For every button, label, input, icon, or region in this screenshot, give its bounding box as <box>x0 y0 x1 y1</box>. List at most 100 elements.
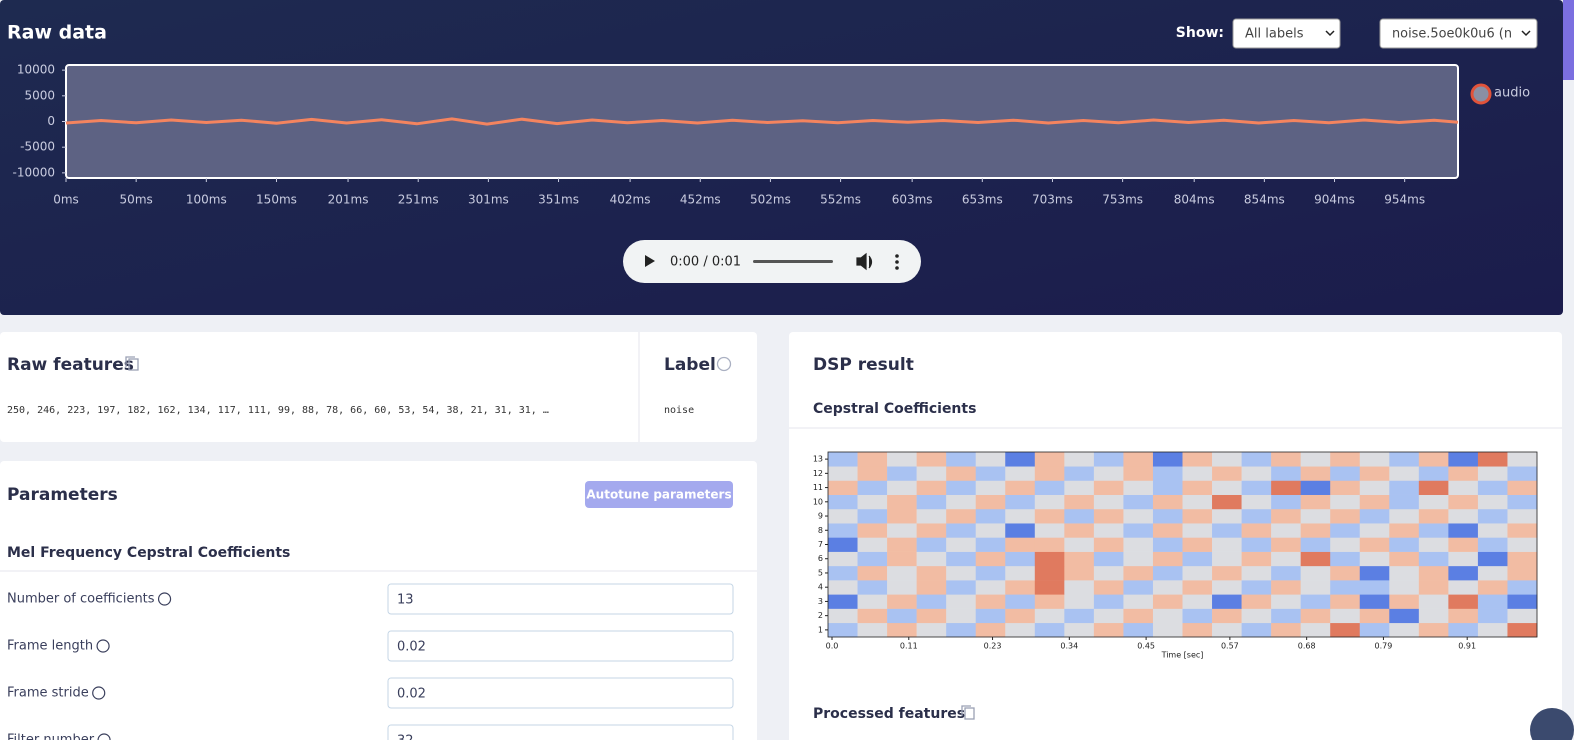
x-tick-label: 251ms <box>398 193 439 207</box>
heatmap-cell <box>1300 466 1331 481</box>
heatmap-cell <box>1330 551 1361 567</box>
heatmap-cell <box>1271 565 1301 581</box>
heatmap-cell <box>1152 523 1183 538</box>
y-tick-label: 8 <box>818 526 823 535</box>
heatmap-cell <box>1005 508 1036 524</box>
heatmap-cell <box>1507 523 1538 538</box>
heatmap-cell <box>1182 494 1213 510</box>
heatmap-cell <box>1093 508 1124 524</box>
heatmap-cell <box>1507 565 1538 581</box>
heatmap-cell <box>1123 594 1154 609</box>
heatmap-cell <box>1330 523 1361 538</box>
help-icon[interactable] <box>96 639 110 653</box>
label-select[interactable] <box>1232 18 1341 49</box>
heatmap-cell <box>1152 494 1183 510</box>
heatmap-cell <box>1330 508 1361 524</box>
heatmap-cell <box>946 608 977 624</box>
heatmap-cell <box>975 537 1006 552</box>
x-tick-label: 0.0 <box>826 642 839 651</box>
heatmap-cell <box>1389 551 1420 567</box>
x-tick-label: 100ms <box>186 193 227 207</box>
x-tick-label: 0.79 <box>1375 642 1393 651</box>
y-tick-label: 10 <box>813 497 823 506</box>
heatmap-cell <box>1034 494 1065 510</box>
section-title: Parameters <box>7 485 118 505</box>
heatmap-cell <box>1418 523 1449 538</box>
heatmap-cell <box>1123 508 1154 524</box>
x-tick-label: 0.57 <box>1221 642 1239 651</box>
heatmap-cell <box>857 466 888 481</box>
sample-select[interactable] <box>1379 18 1538 49</box>
heatmap-cell <box>1093 622 1124 638</box>
heatmap-cell <box>1212 494 1242 510</box>
more-button[interactable] <box>895 254 899 270</box>
legend-label[interactable]: audio <box>1494 86 1530 101</box>
heatmap-cell <box>828 608 858 624</box>
heatmap-cell <box>1271 537 1301 552</box>
heatmap-cell <box>1477 594 1508 609</box>
text-input[interactable] <box>387 724 734 740</box>
heatmap-cell <box>1477 508 1508 524</box>
text-input[interactable] <box>387 630 734 662</box>
x-tick-label: 0.91 <box>1458 642 1476 651</box>
heatmap-cell <box>1389 565 1420 581</box>
heatmap-cell <box>1507 452 1538 467</box>
autotune-button[interactable] <box>585 481 733 508</box>
y-tick-label: 11 <box>813 483 823 492</box>
heatmap-cell <box>1448 508 1479 524</box>
heatmap-cell <box>1330 622 1361 638</box>
text-input[interactable] <box>387 583 734 615</box>
progress-bar[interactable] <box>753 260 833 263</box>
volume-button[interactable] <box>856 252 873 271</box>
heatmap-cell <box>1005 580 1036 595</box>
heatmap-cell <box>1123 452 1154 467</box>
heatmap-cell <box>1241 508 1272 524</box>
copy-icon[interactable] <box>125 356 139 371</box>
heatmap-cell <box>857 480 888 495</box>
heatmap-cell <box>1064 523 1095 538</box>
heatmap-cell <box>1034 580 1065 595</box>
heatmap-cell <box>828 622 858 638</box>
heatmap-cell <box>1034 551 1065 567</box>
text-input[interactable] <box>387 677 734 709</box>
sample-select-text: noise.5oe0k0u6 (n <box>1392 27 1512 42</box>
heatmap-cell <box>1300 494 1331 510</box>
help-icon[interactable] <box>716 356 732 372</box>
heatmap-cell <box>1182 508 1213 524</box>
heatmap-cell <box>1359 494 1390 510</box>
heatmap-cell <box>857 565 888 581</box>
heatmap-cell <box>1389 580 1420 595</box>
heatmap-cell <box>1182 594 1213 609</box>
play-button[interactable] <box>645 255 655 267</box>
heatmap-cell <box>1093 452 1124 467</box>
help-bubble[interactable] <box>1530 708 1574 740</box>
heatmap-cell <box>1005 608 1036 624</box>
copy-icon[interactable] <box>961 705 975 720</box>
heatmap-cell <box>1182 523 1213 538</box>
heatmap-cell <box>857 494 888 510</box>
heatmap-cell <box>1359 608 1390 624</box>
help-icon[interactable] <box>97 733 111 740</box>
heatmap-cell <box>1389 480 1420 495</box>
heatmap-cell <box>1034 622 1065 638</box>
heatmap-cell <box>916 537 947 552</box>
section-title: Label <box>664 355 716 375</box>
heatmap-cell <box>1212 523 1242 538</box>
help-icon[interactable] <box>92 686 106 700</box>
heatmap-cell <box>1123 580 1154 595</box>
help-icon[interactable] <box>157 592 172 606</box>
heatmap-cell <box>1448 551 1479 567</box>
x-tick-label: 452ms <box>680 193 721 207</box>
heatmap-cell <box>1034 565 1065 581</box>
heatmap-cell <box>1212 608 1242 624</box>
heatmap-cell <box>975 608 1006 624</box>
heatmap-cell <box>1241 494 1272 510</box>
heatmap-cell <box>1418 622 1449 638</box>
heatmap-cell <box>1359 537 1390 552</box>
heatmap-cell <box>1448 466 1479 481</box>
heatmap-cell <box>1212 480 1242 495</box>
heatmap-cell <box>1034 508 1065 524</box>
heatmap-cell <box>1182 452 1213 467</box>
heatmap-cell <box>1212 565 1242 581</box>
